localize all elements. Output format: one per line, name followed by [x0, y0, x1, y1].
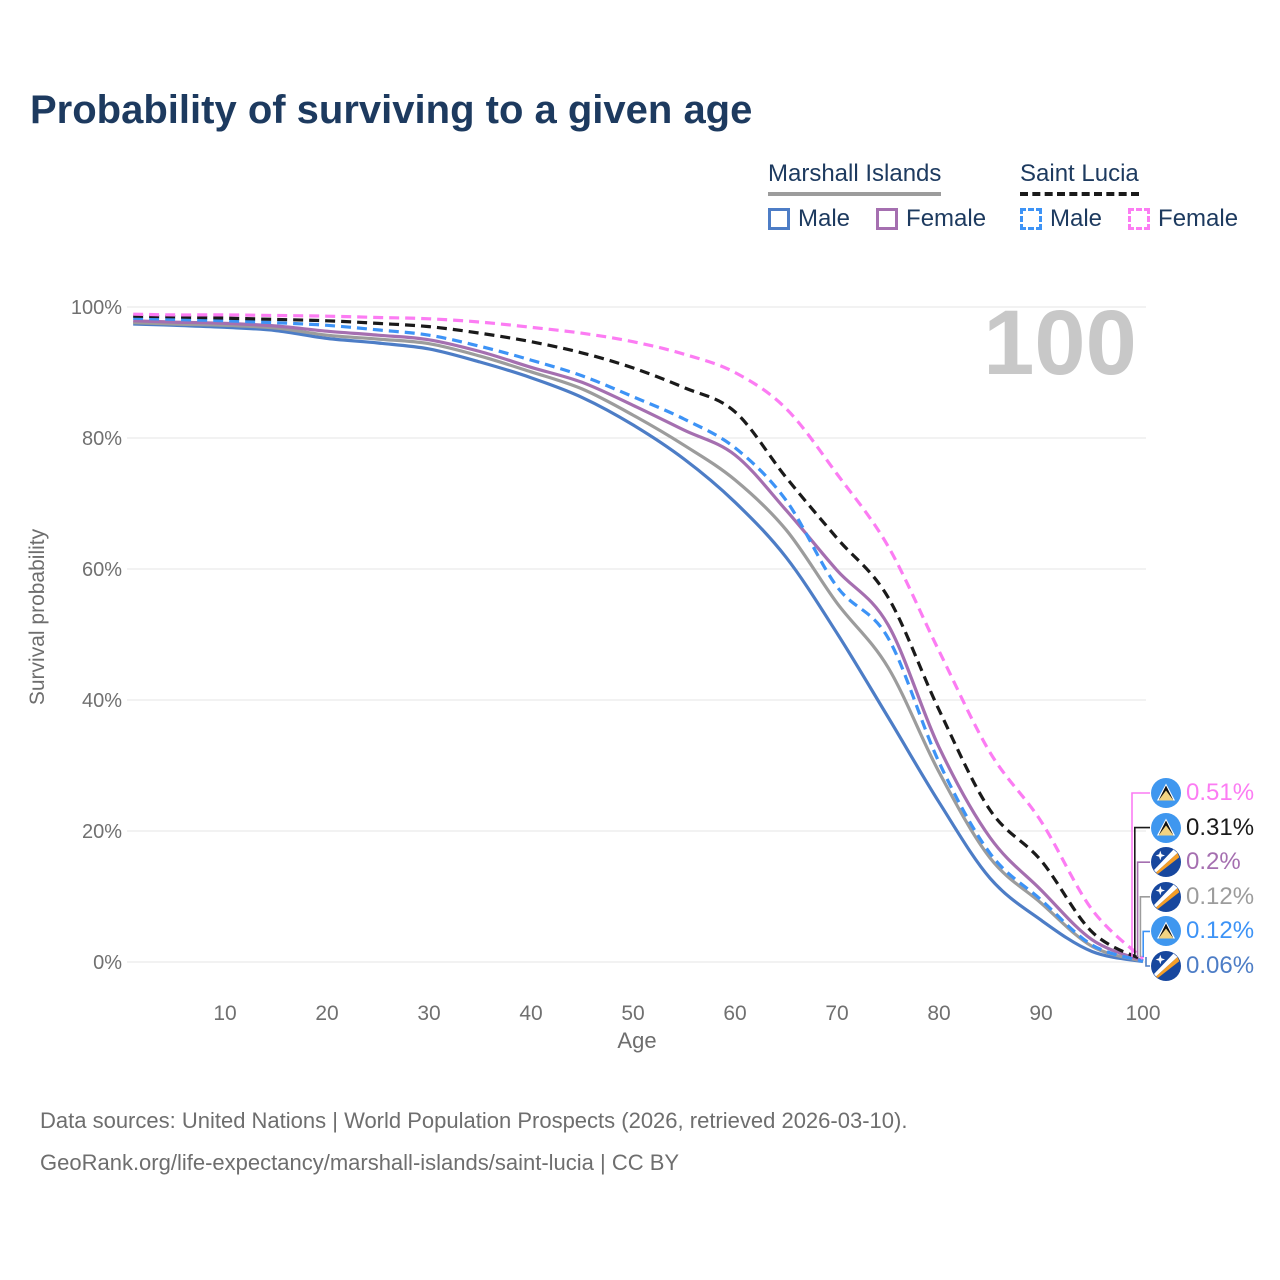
- end-label-value: 0.12%: [1186, 882, 1255, 910]
- legend-item-saint-lucia-female[interactable]: Female: [1128, 205, 1238, 233]
- end-label-row: 0.12%: [1151, 916, 1255, 947]
- legend-item-marshall-islands-female[interactable]: Female: [876, 205, 986, 233]
- gridlines: [127, 306, 1146, 963]
- marshall-islands-flag-icon: [1151, 951, 1181, 981]
- end-label-row: 0.51%: [1151, 778, 1254, 808]
- x-tick-label: 10: [213, 1002, 236, 1025]
- end-label-value: 0.51%: [1186, 779, 1255, 806]
- legend-item-marshall-islands-male[interactable]: Male: [768, 205, 850, 233]
- saint-lucia-flag-icon: [1151, 812, 1181, 843]
- x-tick-label: 70: [825, 1002, 848, 1025]
- x-axis-ticks: 10 20 30 40 50 60 70 80 90 100: [213, 1002, 1160, 1025]
- x-tick-label: 40: [519, 1002, 542, 1025]
- end-label-value: 0.31%: [1186, 813, 1255, 841]
- y-tick-label: 60%: [82, 559, 122, 581]
- end-label-value: 0.2%: [1186, 848, 1241, 876]
- curve-saint-lucia-both-sexes[interactable]: [133, 314, 1144, 962]
- curves: [133, 312, 1145, 964]
- end-label-connector: [1145, 957, 1150, 967]
- legend-group-saint-lucia: Saint Lucia Male Female: [1020, 160, 1238, 233]
- legend-swatch: [876, 208, 899, 230]
- legend-item-saint-lucia-male[interactable]: Male: [1020, 205, 1102, 233]
- legend-group-marshall-islands: Marshall Islands Male Female: [768, 160, 986, 233]
- end-label-connector: [1136, 861, 1150, 957]
- x-tick-label: 80: [927, 1002, 950, 1025]
- curve-saint-lucia-male[interactable]: [133, 316, 1144, 963]
- end-label-connectors: [1131, 792, 1150, 967]
- end-label-connector: [1131, 792, 1150, 957]
- end-label-connector: [1139, 896, 1150, 957]
- end-label-row: 0.12%: [1151, 881, 1255, 912]
- legend-item-label: Male: [1050, 205, 1103, 232]
- footer-url-line: GeoRank.org/life-expectancy/marshall-isl…: [40, 1150, 680, 1175]
- end-label-row: 0.2%: [1151, 847, 1241, 878]
- legend-country-label[interactable]: Marshall Islands: [768, 160, 942, 196]
- curve-marshall-islands-male[interactable]: [133, 322, 1144, 964]
- saint-lucia-flag-icon: [1151, 916, 1181, 947]
- page-title: Probability of surviving to a given age: [30, 88, 753, 132]
- x-axis-title: Age: [617, 1028, 656, 1053]
- x-tick-label: 90: [1029, 1002, 1052, 1025]
- legend-item-label: Male: [798, 205, 851, 232]
- y-tick-label: 20%: [82, 821, 122, 843]
- y-axis-title: Survival probability: [26, 528, 49, 705]
- end-label-row: 0.06%: [1151, 951, 1254, 981]
- y-tick-label: 80%: [82, 428, 122, 450]
- marshall-islands-flag-icon: [1151, 881, 1181, 912]
- x-tick-label: 30: [417, 1002, 440, 1025]
- legend-country-label[interactable]: Saint Lucia: [1020, 160, 1139, 196]
- footer-sources-line: Data sources: United Nations | World Pop…: [40, 1108, 908, 1133]
- legend-item-label: Female: [1158, 205, 1239, 232]
- x-tick-label: 20: [315, 1002, 338, 1025]
- hovered-age-watermark: 100: [983, 292, 1137, 394]
- legend-swatch: [1020, 208, 1042, 230]
- curve-marshall-islands-female[interactable]: [133, 319, 1144, 963]
- saint-lucia-flag-icon: [1151, 778, 1181, 808]
- end-label-connector: [1134, 826, 1150, 957]
- end-label-value: 0.06%: [1186, 952, 1255, 979]
- legend-swatch: [1128, 208, 1151, 230]
- x-tick-label: 60: [723, 1002, 746, 1025]
- y-tick-label: 100%: [71, 297, 122, 319]
- end-label-connector: [1142, 930, 1150, 957]
- end-label-value: 0.12%: [1186, 917, 1255, 945]
- x-tick-label: 50: [621, 1002, 644, 1025]
- legend-item-label: Female: [906, 205, 987, 232]
- curve-marshall-islands-both-sexes[interactable]: [133, 321, 1144, 963]
- marshall-islands-flag-icon: [1151, 847, 1181, 878]
- curve-saint-lucia-female[interactable]: [133, 312, 1145, 960]
- y-axis-ticks: 0% 20% 40% 60% 80% 100%: [71, 297, 122, 974]
- end-label-row: 0.31%: [1151, 812, 1255, 843]
- x-tick-label: 100: [1125, 1002, 1160, 1025]
- legend-swatch: [768, 208, 790, 230]
- footer: Data sources: United Nations | World Pop…: [40, 1100, 907, 1184]
- y-tick-label: 0%: [93, 952, 122, 974]
- y-tick-label: 40%: [82, 690, 122, 712]
